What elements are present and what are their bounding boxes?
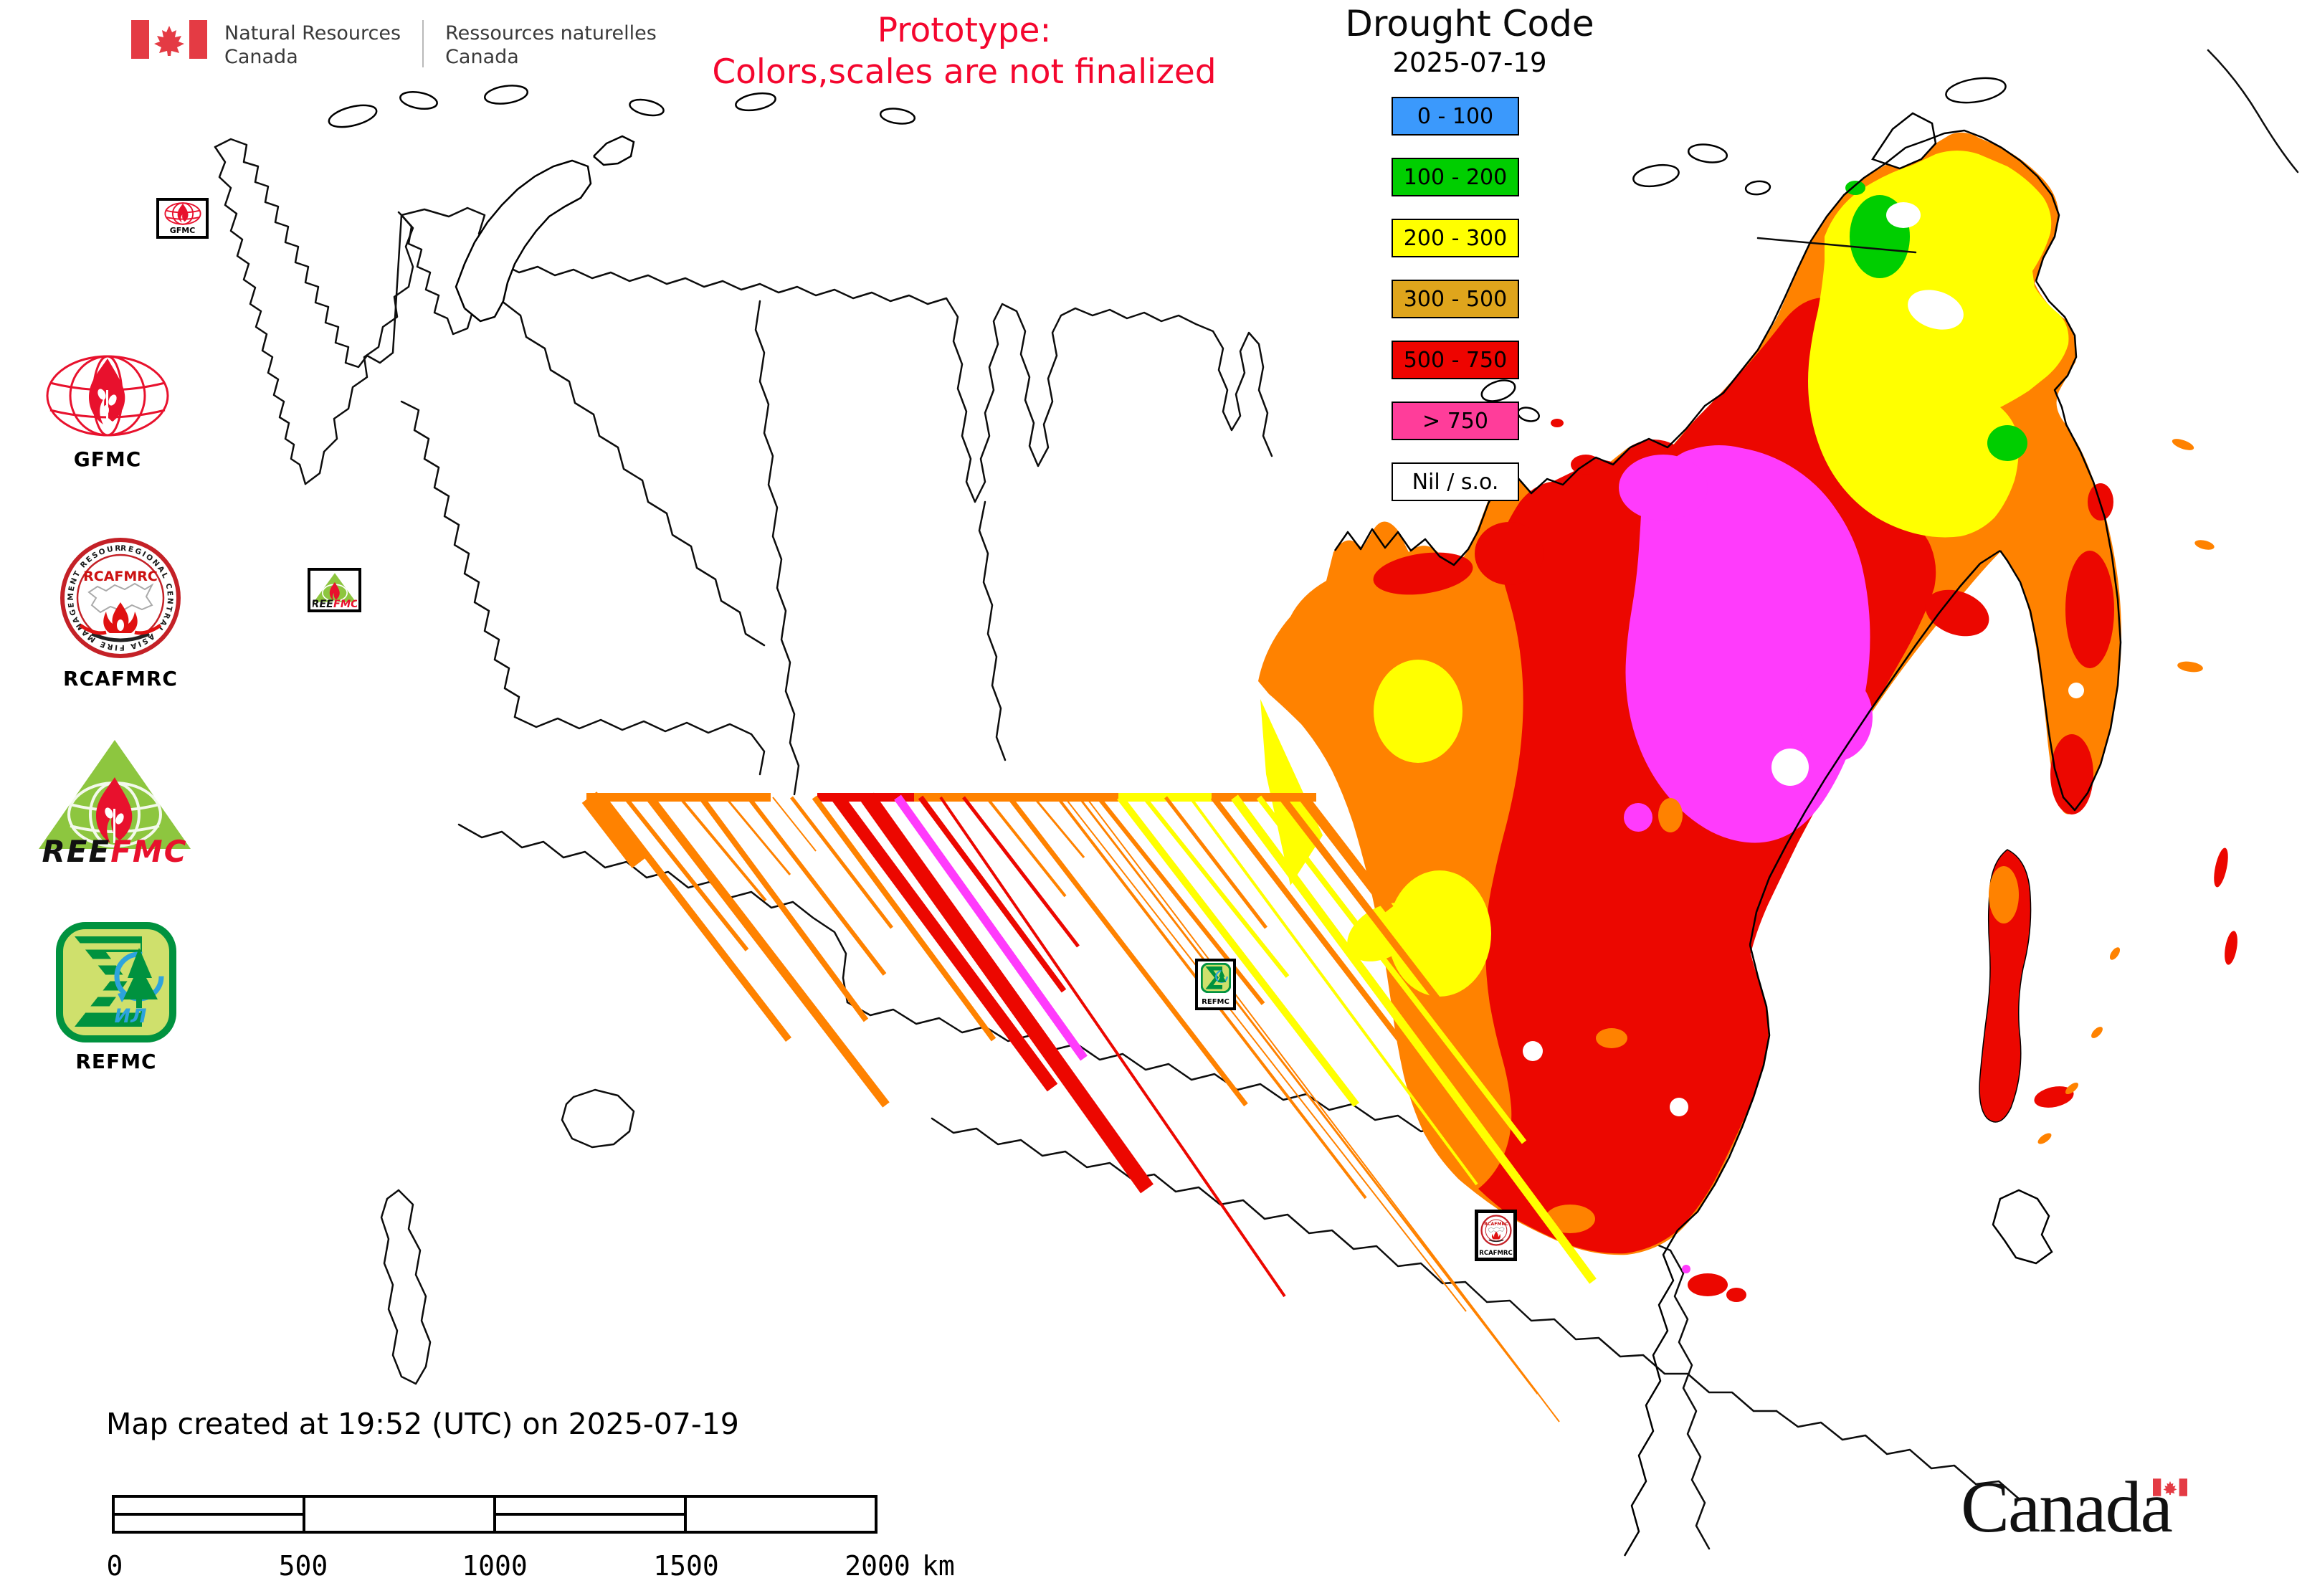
svg-text:RCAFMRC: RCAFMRC (1484, 1222, 1508, 1227)
drought-region (1258, 112, 2237, 1557)
rcafmrc-map-marker: RCAFMRC RCAFMRC (1475, 1210, 1517, 1261)
canada-wordmark-flag-icon (2153, 1478, 2187, 1496)
rcafmrc-mini-icon: RCAFMRC (1480, 1215, 1512, 1246)
map-created-text: Map created at 19:52 (UTC) on 2025-07-19 (106, 1407, 739, 1441)
divider (422, 20, 424, 67)
streak-artifacts (581, 792, 1597, 1422)
rcafmrc-seal-icon: REGIONAL CENTRAL ASIA FIRE MANAGEMENT RE… (55, 530, 181, 658)
reefmc-mini-icon: REEFMC (313, 573, 357, 608)
scale-tick-1500: 1500 (653, 1550, 719, 1582)
nrcan-text-en: Natural Resources Canada (224, 22, 401, 68)
rcafmrc-logo: REGIONAL CENTRAL ASIA FIRE MANAGEMENT RE… (55, 530, 185, 690)
sakhalin (1979, 849, 2032, 1123)
canada-wordmark: Canada (1961, 1471, 2233, 1557)
refmc-emblem-icon: ИЛ (56, 922, 176, 1042)
refmc-label: REFMC (75, 1050, 157, 1073)
rcafmrc-marker-label: RCAFMRC (1479, 1249, 1513, 1257)
reefmc-map-marker: REEFMC (308, 568, 361, 612)
gfmc-globe-icon (46, 355, 169, 437)
gfmc-label: GFMC (73, 447, 142, 471)
reefmc-logo: REEFMC (34, 736, 195, 869)
legend-item-200-300: 200 - 300 (1392, 219, 1519, 257)
reefmc-triangle-icon: REEFMC (39, 740, 191, 869)
legend-item-100-200: 100 - 200 (1392, 158, 1519, 196)
legend-item-nil: Nil / s.o. (1392, 462, 1519, 501)
prototype-warning: Prototype: Colors,scales are not finaliz… (649, 10, 1280, 93)
canada-flag-icon (131, 20, 207, 59)
scale-bar (112, 1495, 877, 1534)
refmc-inner-text: ИЛ (114, 1005, 146, 1027)
nrcan-text-fr: Ressources naturelles Canada (445, 22, 657, 68)
gfmc-mini-icon (163, 202, 201, 225)
legend-item-300-500: 300 - 500 (1392, 280, 1519, 318)
canada-wordmark-text: Canada (1961, 1467, 2173, 1548)
svg-text:REEFMC: REEFMC (313, 599, 357, 608)
legend-item-gt-750: > 750 (1392, 402, 1519, 440)
gfmc-logo: GFMC (42, 353, 173, 471)
gfmc-marker-label: GFMC (169, 226, 196, 235)
lakes (1523, 683, 2084, 1116)
scale-unit: km (922, 1550, 955, 1582)
legend-date: 2025-07-19 (1392, 47, 1547, 78)
rcafmrc-inner-wordmark: RCAFMRC (83, 569, 158, 584)
refmc-marker-label: REFMC (1202, 998, 1230, 1006)
rcafmrc-label: RCAFMRC (63, 667, 178, 690)
legend-item-0-100: 0 - 100 (1392, 97, 1519, 136)
refmc-map-marker: REFMC (1195, 959, 1236, 1010)
nrcan-signature: Natural Resources Canada Ressources natu… (131, 20, 657, 69)
scale-tick-0: 0 (106, 1550, 123, 1582)
scale-tick-500: 500 (278, 1550, 328, 1582)
refmc-logo: ИЛ REFMC (52, 922, 181, 1073)
legend-title: Drought Code (1345, 3, 1594, 44)
scale-tick-2000: 2000 (845, 1550, 910, 1582)
scale-tick-1000: 1000 (462, 1550, 528, 1582)
legend-item-500-750: 500 - 750 (1392, 341, 1519, 379)
gfmc-map-marker: GFMC (156, 198, 209, 239)
reefmc-wordmark: REEFMC (42, 834, 187, 866)
prototype-line2: Colors,scales are not finalized (712, 52, 1217, 92)
prototype-line1: Prototype: (877, 11, 1052, 50)
refmc-mini-icon (1200, 963, 1231, 993)
